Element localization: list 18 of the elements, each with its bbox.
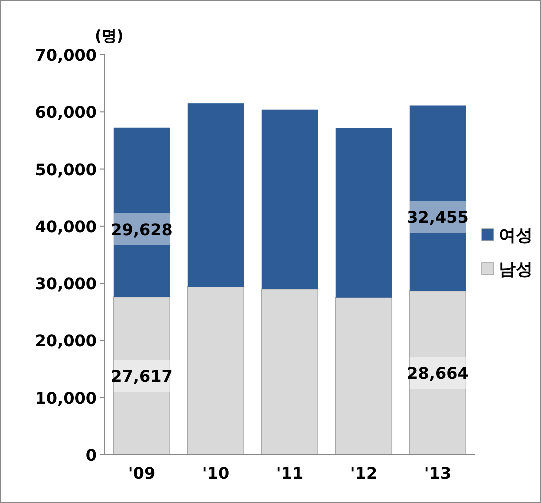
- x-tick-label: '11: [276, 464, 304, 483]
- legend-label: 여성: [499, 226, 533, 246]
- y-tick-label: 70,000: [35, 46, 97, 65]
- legend-label: 남성: [499, 260, 533, 280]
- data-label: 28,664: [407, 364, 469, 384]
- y-axis-title: (명): [95, 27, 124, 45]
- y-tick-label: 10,000: [35, 388, 97, 408]
- y-tick-label: 40,000: [35, 217, 97, 236]
- x-tick-label: '10: [202, 464, 230, 483]
- y-tick-label: 0: [86, 446, 97, 465]
- y-tick-label: 20,000: [35, 332, 97, 351]
- y-tick-label: 30,000: [35, 274, 97, 294]
- x-tick-label: '09: [128, 464, 156, 483]
- data-label: 27,617: [111, 367, 173, 386]
- y-tick-label: 50,000: [35, 160, 97, 180]
- x-tick-label: '13: [424, 464, 452, 483]
- x-tick-label: '12: [350, 464, 378, 483]
- y-tick-label: 60,000: [35, 103, 97, 122]
